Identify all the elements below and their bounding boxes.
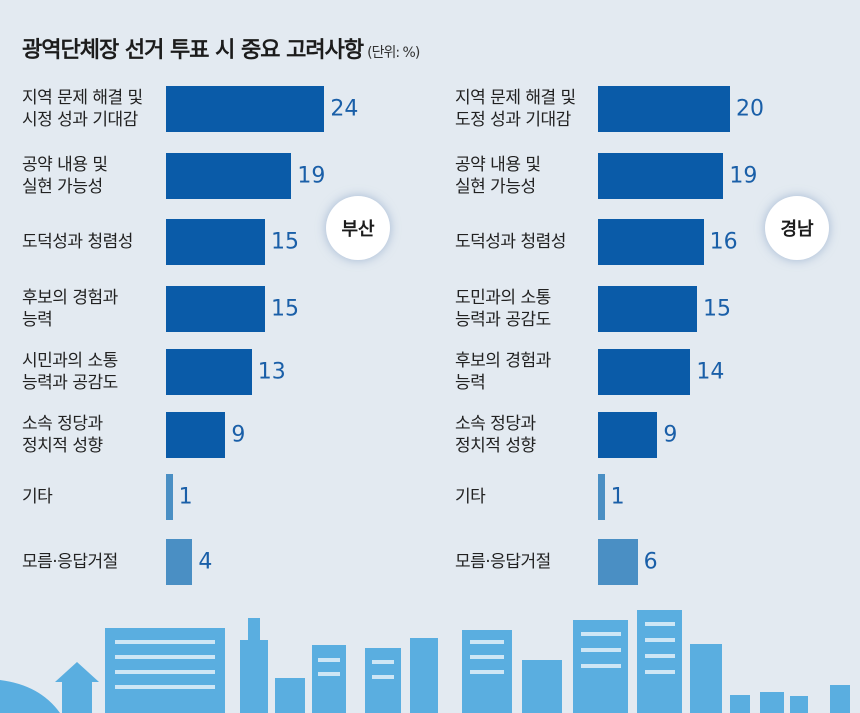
category-label: 기타 [22, 487, 53, 507]
region-badge: 부산 [326, 196, 390, 260]
bar [166, 412, 226, 458]
region-badge: 경남 [765, 196, 829, 260]
bar [598, 286, 697, 332]
bar [166, 86, 325, 132]
category-label: 도민과의 소통 능력과 공감도 [455, 288, 551, 330]
category-label: 모름·응답거절 [22, 552, 118, 572]
category-label: 지역 문제 해결 및 도정 성과 기대감 [455, 88, 576, 130]
value-label: 4 [198, 549, 213, 575]
category-label: 모름·응답거절 [455, 552, 551, 572]
unit: (단위: %) [367, 45, 420, 61]
value-label: 20 [736, 96, 764, 122]
value-label: 9 [663, 422, 678, 448]
bar [166, 219, 265, 265]
value-label: 13 [257, 359, 286, 385]
value-label: 16 [709, 229, 738, 255]
value-label: 6 [643, 549, 658, 575]
value-label: 15 [271, 229, 299, 255]
category-label: 시민과의 소통 능력과 공감도 [22, 351, 118, 393]
bar [598, 86, 730, 132]
bar [166, 153, 292, 199]
bar [598, 539, 638, 585]
value-label: 1 [178, 484, 193, 510]
bar [166, 286, 265, 332]
category-label: 후보의 경험과 능력 [22, 288, 118, 330]
chart-title: 광역단체장 선거 투표 시 중요 고려사항 [22, 38, 364, 63]
bar [598, 219, 704, 265]
category-label: 소속 정당과 정치적 성향 [22, 414, 103, 456]
value-label: 15 [703, 296, 731, 322]
value-label: 19 [729, 163, 758, 189]
bar [598, 349, 691, 395]
value-label: 19 [297, 163, 326, 189]
value-label: 15 [271, 296, 299, 322]
category-label: 공약 내용 및 실현 가능성 [22, 155, 108, 197]
skyline [0, 610, 850, 713]
title-row: 광역단체장 선거 투표 시 중요 고려사항 (단위: %) [22, 32, 420, 64]
category-label: 지역 문제 해결 및 시정 성과 기대감 [22, 88, 143, 130]
category-label: 도덕성과 청렴성 [455, 232, 566, 252]
category-label: 소속 정당과 정치적 성향 [455, 414, 536, 456]
value-label: 1 [610, 484, 625, 510]
category-label: 공약 내용 및 실현 가능성 [455, 155, 541, 197]
category-label: 도덕성과 청렴성 [22, 232, 133, 252]
bar [166, 539, 193, 585]
value-label: 24 [330, 96, 359, 122]
bar [166, 474, 173, 520]
bar [598, 412, 658, 458]
bar [166, 349, 252, 395]
bar [598, 474, 605, 520]
bar [598, 153, 724, 199]
value-label: 14 [696, 359, 725, 385]
value-label: 9 [231, 422, 246, 448]
category-label: 기타 [455, 487, 486, 507]
category-label: 후보의 경험과 능력 [455, 351, 551, 393]
